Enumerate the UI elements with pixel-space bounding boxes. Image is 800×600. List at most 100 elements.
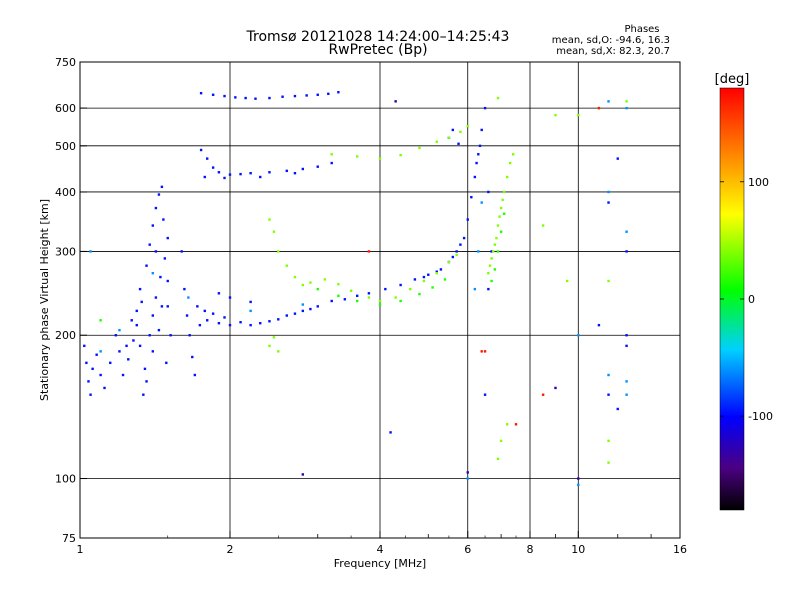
data-point [466,477,469,480]
data-point [577,483,580,487]
data-point [496,250,500,253]
data-point [480,350,483,353]
data-point [367,296,371,299]
y-tick-label: 100 [55,473,76,486]
data-point [95,353,98,356]
data-point [316,305,319,308]
data-point [223,316,226,319]
data-point [239,172,242,176]
phases-stats-o: mean, sd,O: -94.6, 16.3 [552,35,670,46]
data-point [422,275,426,279]
data-point [487,272,490,275]
data-point [109,361,112,365]
data-point [249,323,252,327]
data-point [135,323,138,327]
data-point [211,166,215,169]
data-point [148,243,151,246]
data-point [495,236,498,240]
data-point [301,473,305,476]
data-point [316,165,319,168]
data-point [145,380,148,383]
data-point [577,477,580,480]
data-point [625,250,628,253]
x-tick-label: 6 [464,543,471,556]
data-point [268,171,271,174]
data-point [228,323,232,327]
data-point [249,300,252,304]
data-point [473,175,477,179]
data-point [607,100,610,103]
data-point [343,298,347,301]
data-point [327,92,330,96]
data-point [394,296,397,299]
data-point [483,393,487,396]
data-point [378,303,382,306]
data-point [188,334,191,337]
data-point [99,350,102,353]
data-point [160,305,164,308]
data-point [431,286,434,289]
data-point [625,334,628,337]
data-point [223,94,226,98]
data-point [499,230,503,233]
data-point [607,190,610,194]
data-point [394,100,397,103]
y-tick-label: 500 [55,140,76,153]
data-point [199,148,203,152]
data-point [607,201,610,204]
data-point [447,260,451,264]
data-point [285,169,288,173]
data-point [337,294,340,298]
data-point [455,253,458,257]
chart-subtitle: RwPretec (Bp) [328,42,427,58]
data-point [439,268,443,271]
data-point [143,367,147,371]
data-point [211,93,215,96]
data-point [409,287,412,291]
data-point [473,287,477,291]
data-points [83,91,628,487]
colorbar-tick-label: 0 [748,293,755,306]
data-point [459,243,462,246]
data-point [625,344,628,348]
data-point [435,270,438,273]
data-point [268,218,271,221]
data-point [487,287,490,291]
data-point [135,309,138,313]
data-point [607,439,610,443]
data-point [85,361,88,365]
colorbar-ticks: 100 0 -100 [720,176,773,423]
data-point [502,190,506,194]
data-point [490,257,493,260]
data-point [511,153,515,156]
data-point [165,361,168,365]
data-point [541,224,545,227]
data-point [493,243,497,246]
data-point [502,212,506,215]
y-tick-label: 300 [55,245,76,258]
data-point [305,94,308,97]
data-point [166,236,169,240]
data-point [514,423,518,426]
data-point [99,319,102,322]
data-point [483,350,487,353]
data-point [330,153,333,156]
data-point [285,264,288,267]
data-point [505,423,509,426]
colorbar-label: [deg] [715,72,750,87]
data-point [160,185,164,189]
data-point [118,328,121,332]
phases-header: Phases [624,24,659,35]
y-tick-label: 600 [55,102,76,115]
data-point [413,278,417,281]
data-point [180,250,183,253]
data-point [597,106,601,110]
data-point [151,224,155,227]
data-point [447,136,451,139]
data-point [597,323,601,327]
data-point [217,171,221,174]
x-tick-label: 16 [673,543,687,556]
data-point [277,250,280,253]
data-point [249,309,252,313]
data-point [198,323,202,327]
